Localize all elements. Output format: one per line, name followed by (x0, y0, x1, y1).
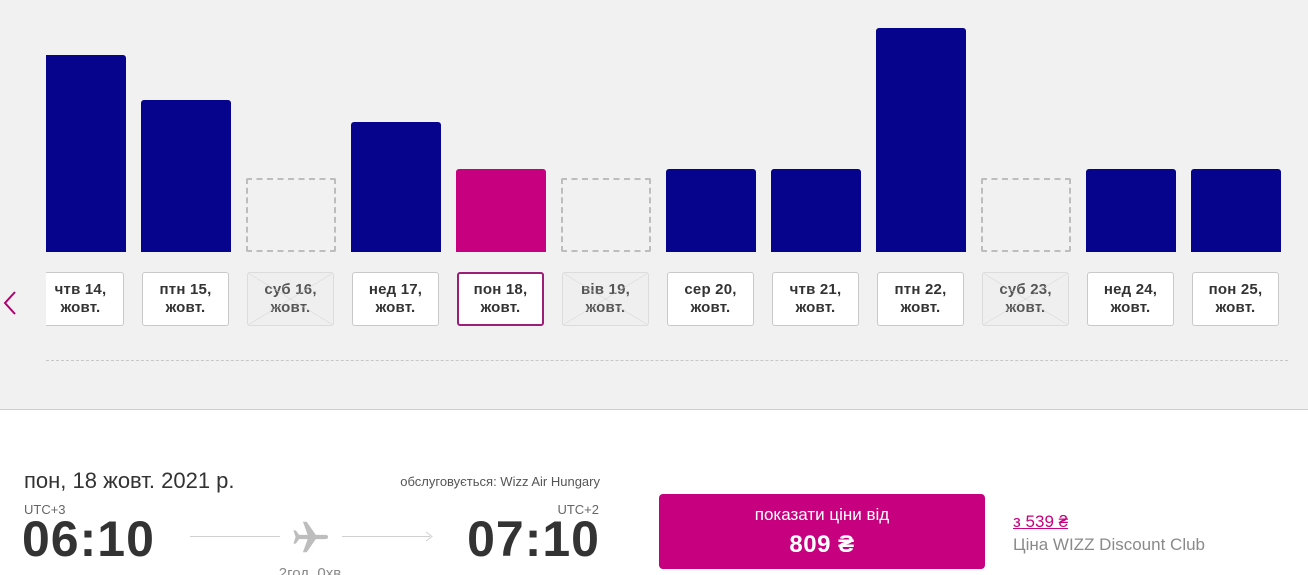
day-card-line2: жовт. (270, 299, 311, 316)
day-card-line2: жовт. (375, 299, 416, 316)
price-bar[interactable] (666, 169, 756, 252)
show-prices-label: показати ціни від (754, 505, 890, 524)
price-bar[interactable] (1086, 169, 1176, 252)
day-card[interactable]: чтв 21, жовт. (772, 272, 859, 326)
day-card-line1: сер 20, (684, 281, 737, 298)
fare-calendar: чтв 14, жовт. птн 15, жовт. суб 16, жовт. нед … (0, 0, 1308, 410)
price-bar[interactable] (46, 55, 126, 252)
day-card-line2: жовт. (60, 299, 101, 316)
day-card-line1: птн 22, (894, 281, 947, 298)
route-line-left (190, 536, 280, 537)
day-card-line2: жовт. (480, 299, 521, 316)
discount-club-label: Ціна WIZZ Discount Club (1013, 535, 1206, 554)
show-prices-button[interactable]: показати ціни від 809 ₴ (659, 494, 985, 569)
day-card-line2: жовт. (795, 299, 836, 316)
day-card-line1: суб 16, (264, 281, 317, 298)
day-card-line2: жовт. (585, 299, 626, 316)
day-card-line2: жовт. (690, 299, 731, 316)
price-bar (246, 178, 336, 252)
show-prices-amount: 809 ₴ (789, 531, 855, 558)
day-card-line2: жовт. (1110, 299, 1151, 316)
day-card-line1: пон 25, (1208, 281, 1263, 298)
day-card-line1: птн 15, (159, 281, 212, 298)
route-line-right (342, 536, 430, 537)
price-bar[interactable] (1191, 169, 1281, 252)
day-card-line2: жовт. (165, 299, 206, 316)
departure-time: 06:10 (22, 511, 155, 567)
operator-label: обслуговується: Wizz Air Hungary (400, 474, 600, 489)
day-card: суб 16, жовт. (247, 272, 334, 326)
departure-timezone: UTC+3 (24, 502, 66, 517)
day-card-line1: пон 18, (473, 281, 528, 298)
day-card-line1: нед 17, (368, 281, 423, 298)
price-bar[interactable] (456, 169, 546, 252)
day-card-line1: суб 23, (999, 281, 1052, 298)
arrow-right-icon (425, 531, 433, 542)
flight-duration: 2год. 0хв (278, 565, 342, 575)
arrival-timezone: UTC+2 (557, 502, 599, 517)
day-card-line1: вів 19, (580, 281, 631, 298)
day-card[interactable]: нед 24, жовт. (1087, 272, 1174, 326)
day-card[interactable]: птн 15, жовт. (142, 272, 229, 326)
day-card[interactable]: птн 22, жовт. (877, 272, 964, 326)
day-card-line1: нед 24, (1103, 281, 1158, 298)
day-card: суб 23, жовт. (982, 272, 1069, 326)
discount-club-price-link[interactable]: з 539 ₴ (1013, 512, 1068, 532)
day-card[interactable]: пон 25, жовт. (1192, 272, 1279, 326)
calendar-strip: чтв 14, жовт. птн 15, жовт. суб 16, жовт. нед … (46, 0, 1308, 340)
day-card[interactable]: чтв 14, жовт. (46, 272, 124, 326)
day-card-line1: чтв 14, (54, 281, 107, 298)
day-card-line2: жовт. (1005, 299, 1046, 316)
price-bar[interactable] (876, 28, 966, 252)
day-card[interactable]: сер 20, жовт. (667, 272, 754, 326)
chevron-left-icon[interactable] (2, 288, 18, 318)
price-bar[interactable] (141, 100, 231, 252)
airplane-icon (293, 521, 329, 553)
price-bar (561, 178, 651, 252)
arrival-time: 07:10 (467, 511, 600, 567)
day-card[interactable]: пон 18, жовт. (457, 272, 544, 326)
price-bar[interactable] (351, 122, 441, 252)
discount-club-prefix: з (1013, 512, 1021, 531)
day-card: вів 19, жовт. (562, 272, 649, 326)
discount-club-price: 539 ₴ (1025, 512, 1069, 531)
flight-date: пон, 18 жовт. 2021 р. (24, 468, 235, 493)
day-card-line2: жовт. (900, 299, 941, 316)
day-card[interactable]: нед 17, жовт. (352, 272, 439, 326)
day-card-line1: чтв 21, (789, 281, 842, 298)
day-card-line2: жовт. (1215, 299, 1256, 316)
price-bar (981, 178, 1071, 252)
divider (46, 360, 1288, 361)
price-bar[interactable] (771, 169, 861, 252)
